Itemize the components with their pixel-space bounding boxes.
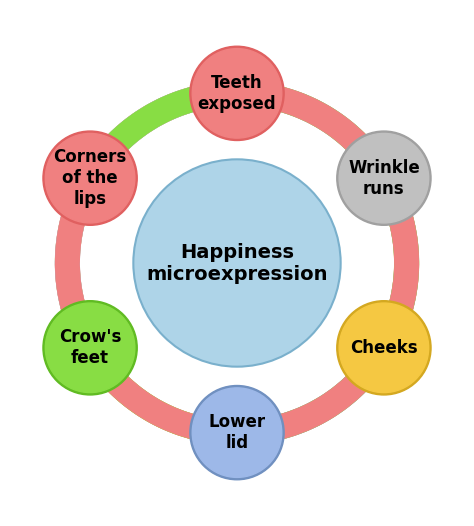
Text: Cheeks: Cheeks	[350, 339, 418, 357]
Circle shape	[192, 48, 282, 138]
Text: Happiness
microexpression: Happiness microexpression	[146, 242, 328, 284]
Circle shape	[190, 46, 284, 140]
Text: Wrinkle
runs: Wrinkle runs	[348, 159, 420, 198]
Text: Crow's
feet: Crow's feet	[59, 328, 121, 367]
Circle shape	[43, 131, 137, 225]
Circle shape	[46, 134, 135, 223]
Circle shape	[337, 301, 431, 395]
Circle shape	[339, 134, 428, 223]
Circle shape	[133, 159, 341, 367]
Text: Corners
of the
lips: Corners of the lips	[54, 148, 127, 208]
Circle shape	[46, 303, 135, 392]
Circle shape	[337, 131, 431, 225]
Circle shape	[43, 301, 137, 395]
Text: Lower
lid: Lower lid	[209, 413, 265, 452]
Circle shape	[339, 303, 428, 392]
Text: Teeth
exposed: Teeth exposed	[198, 74, 276, 113]
Circle shape	[190, 386, 284, 480]
Circle shape	[192, 388, 282, 478]
